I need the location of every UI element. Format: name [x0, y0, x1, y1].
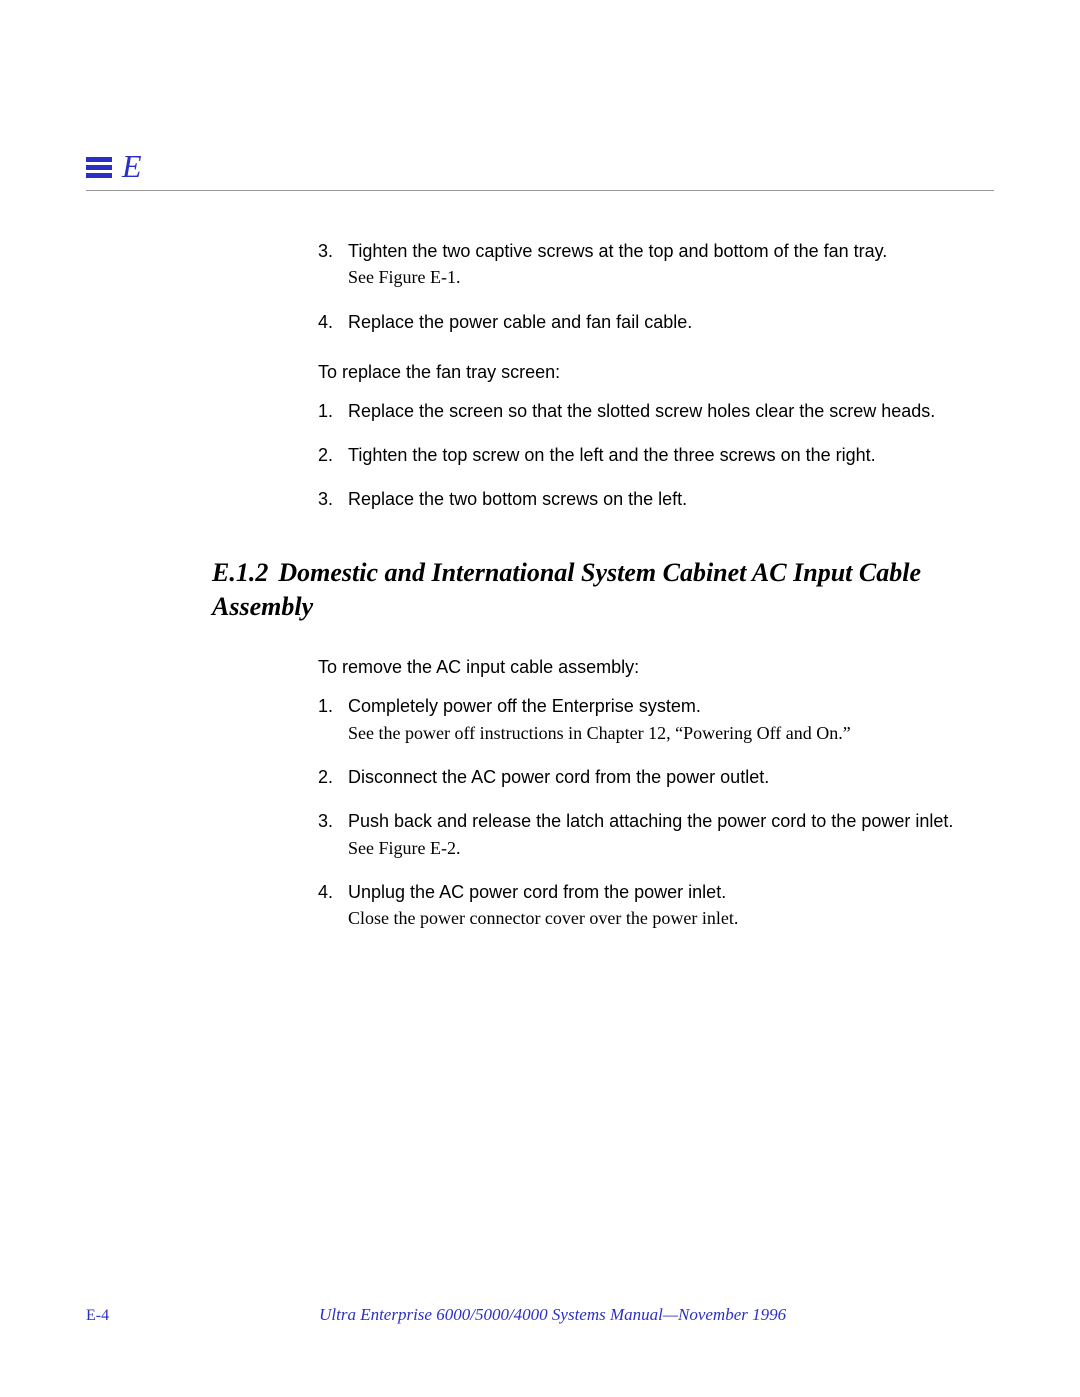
- item-sub: See the power off instructions in Chapte…: [348, 721, 994, 745]
- item-number: 3.: [318, 239, 338, 290]
- item-text: Tighten the two captive screws at the to…: [348, 239, 994, 290]
- item-main: Replace the two bottom screws on the lef…: [348, 489, 687, 509]
- page-header: E: [86, 150, 994, 191]
- list-item: 1. Replace the screen so that the slotte…: [318, 399, 994, 423]
- item-text: Completely power off the Enterprise syst…: [348, 694, 994, 745]
- section-title: Domestic and International System Cabine…: [212, 558, 921, 621]
- item-text: Replace the screen so that the slotted s…: [348, 399, 994, 423]
- item-number: 2.: [318, 443, 338, 467]
- item-main: Replace the power cable and fan fail cab…: [348, 312, 692, 332]
- item-main: Tighten the two captive screws at the to…: [348, 241, 887, 261]
- procedure-lead: To replace the fan tray screen:: [318, 362, 994, 383]
- item-main: Tighten the top screw on the left and th…: [348, 445, 876, 465]
- list-item: 1. Completely power off the Enterprise s…: [318, 694, 994, 745]
- item-number: 4.: [318, 880, 338, 931]
- page-number: E-4: [86, 1307, 109, 1325]
- list-item: 2. Tighten the top screw on the left and…: [318, 443, 994, 467]
- procedure-lead: To remove the AC input cable assembly:: [318, 657, 994, 678]
- item-sub: See Figure E-2.: [348, 836, 994, 860]
- footer-manual-title: Ultra Enterprise 6000/5000/4000 Systems …: [319, 1305, 786, 1325]
- page: E 3. Tighten the two captive screws at t…: [0, 0, 1080, 1397]
- item-text: Tighten the top screw on the left and th…: [348, 443, 994, 467]
- item-number: 1.: [318, 694, 338, 745]
- item-main: Disconnect the AC power cord from the po…: [348, 767, 769, 787]
- list-item: 3. Replace the two bottom screws on the …: [318, 487, 994, 511]
- item-number: 3.: [318, 809, 338, 860]
- content-column-top: 3. Tighten the two captive screws at the…: [318, 239, 994, 512]
- item-text: Replace the two bottom screws on the lef…: [348, 487, 994, 511]
- content-column-bottom: To remove the AC input cable assembly: 1…: [318, 657, 994, 930]
- item-text: Push back and release the latch attachin…: [348, 809, 994, 860]
- item-text: Disconnect the AC power cord from the po…: [348, 765, 994, 789]
- item-main: Push back and release the latch attachin…: [348, 811, 953, 831]
- list-item: 2. Disconnect the AC power cord from the…: [318, 765, 994, 789]
- list-item: 3. Tighten the two captive screws at the…: [318, 239, 994, 290]
- item-sub: Close the power connector cover over the…: [348, 906, 994, 930]
- page-footer: E-4 Ultra Enterprise 6000/5000/4000 Syst…: [86, 1305, 994, 1325]
- appendix-letter: E: [122, 150, 142, 184]
- list-item: 3. Push back and release the latch attac…: [318, 809, 994, 860]
- section-heading: E.1.2Domestic and International System C…: [212, 556, 994, 624]
- item-text: Unplug the AC power cord from the power …: [348, 880, 994, 931]
- item-sub: See Figure E-1.: [348, 265, 994, 289]
- section-number: E.1.2: [212, 558, 268, 587]
- item-main: Unplug the AC power cord from the power …: [348, 882, 726, 902]
- item-main: Replace the screen so that the slotted s…: [348, 401, 935, 421]
- sun-logo-icon: [86, 157, 112, 184]
- item-text: Replace the power cable and fan fail cab…: [348, 310, 994, 334]
- item-number: 3.: [318, 487, 338, 511]
- list-item: 4. Unplug the AC power cord from the pow…: [318, 880, 994, 931]
- item-number: 1.: [318, 399, 338, 423]
- item-number: 4.: [318, 310, 338, 334]
- item-number: 2.: [318, 765, 338, 789]
- list-item: 4. Replace the power cable and fan fail …: [318, 310, 994, 334]
- item-main: Completely power off the Enterprise syst…: [348, 696, 701, 716]
